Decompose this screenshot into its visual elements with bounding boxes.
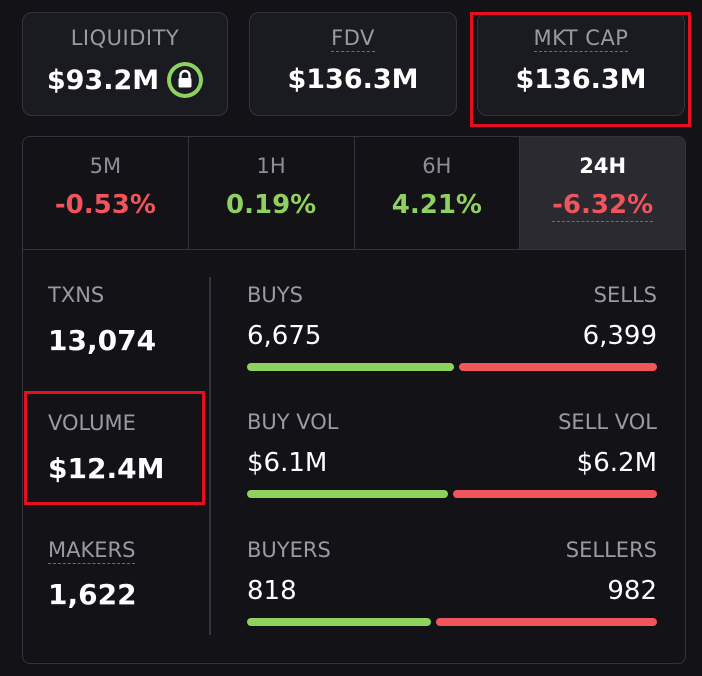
makers-label[interactable]: MAKERS xyxy=(48,538,136,564)
lock-icon[interactable] xyxy=(167,62,204,98)
buy-bar-segment xyxy=(247,363,454,371)
sell-side-label: SELLERS xyxy=(565,538,657,562)
buy-bar-segment xyxy=(247,618,431,626)
timeframe-tabs: 5M -0.53% 1H 0.19% 6H 4.21% 24H -6.32% xyxy=(23,137,685,250)
buy-side-value: 818 xyxy=(247,576,297,606)
liquidity-value: $93.2M xyxy=(46,64,160,96)
tab-label: 24H xyxy=(579,154,627,178)
sell-side-label: SELL VOL xyxy=(558,410,657,434)
liquidity-value-row: $93.2M xyxy=(46,62,204,98)
tab-5m[interactable]: 5M -0.53% xyxy=(23,137,189,249)
tab-24h[interactable]: 24H -6.32% xyxy=(520,137,685,249)
tab-label: 5M xyxy=(89,154,122,178)
buy-sell-ratio-bar xyxy=(247,490,657,498)
sell-side-label: SELLS xyxy=(593,283,657,307)
sell-bar-segment xyxy=(459,363,657,371)
buy-side-value: $6.1M xyxy=(247,448,328,478)
tab-change-value: 4.21% xyxy=(391,190,482,220)
tab-change-value: -0.53% xyxy=(54,190,156,220)
tab-6h[interactable]: 6H 4.21% xyxy=(355,137,521,249)
makers-value: 1,622 xyxy=(48,578,137,611)
mkt-cap-label[interactable]: MKT CAP xyxy=(533,26,629,52)
vertical-divider xyxy=(209,277,211,635)
split-row: BUYERS SELLERS 818 982 xyxy=(247,538,657,648)
sell-bar-segment xyxy=(453,490,657,498)
buy-side-value: 6,675 xyxy=(247,321,322,351)
txns-label: TXNS xyxy=(48,283,105,307)
volume-label: VOLUME xyxy=(48,411,136,435)
mkt-cap-value-row: $136.3M xyxy=(515,64,646,95)
buy-bar-segment xyxy=(247,490,448,498)
split-row: BUYS SELLS 6,675 6,399 xyxy=(247,283,657,393)
tab-label: 6H xyxy=(422,154,452,178)
sell-side-value: 6,399 xyxy=(582,321,657,351)
stats-panel: 5M -0.53% 1H 0.19% 6H 4.21% 24H -6.32% TXNS 13,… xyxy=(22,136,686,664)
tab-label: 1H xyxy=(256,154,286,178)
volume-value: $12.4M xyxy=(48,452,165,485)
buy-side-label: BUYS xyxy=(247,283,303,307)
fdv-label[interactable]: FDV xyxy=(331,26,375,52)
lock-icon-glyph xyxy=(171,66,200,94)
fdv-card[interactable]: FDV $136.3M xyxy=(249,12,457,116)
sell-side-value: 982 xyxy=(607,576,657,606)
tab-1h[interactable]: 1H 0.19% xyxy=(189,137,355,249)
liquidity-label: LIQUIDITY xyxy=(70,26,180,50)
mkt-cap-card[interactable]: MKT CAP $136.3M xyxy=(477,12,685,116)
buy-sell-ratio-bar xyxy=(247,363,657,371)
liquidity-card: LIQUIDITY $93.2M xyxy=(22,12,228,116)
txns-value: 13,074 xyxy=(48,324,157,357)
mkt-cap-value: $136.3M xyxy=(515,64,647,95)
buy-side-label: BUY VOL xyxy=(247,410,339,434)
tab-change-value: 0.19% xyxy=(226,190,317,220)
sell-bar-segment xyxy=(436,618,657,626)
buy-sell-ratio-bar xyxy=(247,618,657,626)
fdv-value-row: $136.3M xyxy=(287,64,418,95)
sell-side-value: $6.2M xyxy=(576,448,657,478)
split-row: BUY VOL SELL VOL $6.1M $6.2M xyxy=(247,410,657,520)
buy-side-label: BUYERS xyxy=(247,538,331,562)
tab-change-value: -6.32% xyxy=(552,190,654,222)
fdv-value: $136.3M xyxy=(287,64,419,95)
